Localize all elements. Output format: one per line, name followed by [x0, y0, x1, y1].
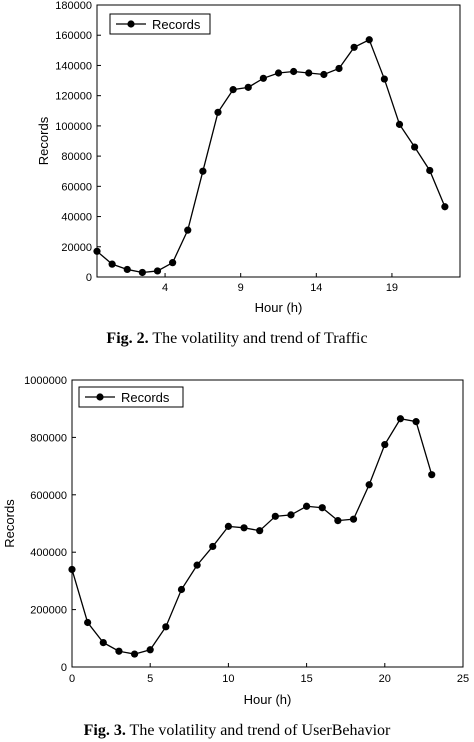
data-point	[303, 502, 311, 510]
data-point	[244, 83, 252, 91]
data-point	[320, 70, 328, 79]
data-point	[349, 515, 358, 523]
y-tick-label: 20000	[61, 242, 92, 254]
data-point	[162, 623, 170, 631]
data-point	[184, 226, 192, 234]
data-point	[256, 527, 264, 535]
legend-box	[78, 386, 184, 408]
caption-fig3-label: Fig. 3.	[83, 722, 126, 739]
y-tick-label: 1000000	[24, 375, 67, 387]
x-tick-label: 4	[162, 282, 168, 294]
y-tick-label: 800000	[30, 432, 67, 444]
series-line	[96, 38, 446, 274]
data-point	[305, 69, 313, 77]
data-point	[428, 471, 436, 479]
y-tick-label: 140000	[55, 60, 92, 72]
x-tick-label: 19	[386, 282, 398, 294]
caption-fig3-text: The volatility and trend of UserBehavior	[125, 722, 391, 739]
y-tick-label: 180000	[55, 0, 92, 12]
data-point	[199, 167, 207, 175]
data-point	[214, 108, 222, 116]
data-point	[240, 524, 248, 532]
plot-frame	[71, 379, 464, 668]
data-point	[193, 561, 201, 569]
data-point	[441, 203, 449, 211]
plot-frame	[96, 4, 461, 278]
data-point	[130, 650, 139, 658]
data-point	[290, 67, 298, 76]
y-axis-label: Records	[36, 116, 51, 165]
data-point	[365, 481, 373, 489]
data-point	[412, 418, 420, 426]
x-axis-label: Hour (h)	[255, 300, 303, 315]
data-point	[68, 565, 76, 574]
data-point	[334, 517, 342, 525]
x-tick-label: 25	[457, 673, 469, 685]
data-point	[396, 415, 405, 423]
y-tick-label: 0	[86, 272, 92, 284]
y-tick-label: 100000	[55, 121, 92, 133]
data-point	[350, 43, 358, 51]
data-point	[99, 639, 107, 647]
x-tick-label: 20	[379, 673, 391, 685]
data-point	[138, 268, 146, 277]
data-point	[274, 69, 283, 77]
caption-fig2: Fig. 2. The volatility and trend of Traf…	[0, 330, 474, 348]
data-point	[365, 36, 373, 44]
data-point	[169, 259, 177, 267]
data-point	[318, 504, 326, 512]
data-point	[209, 542, 217, 551]
data-point	[335, 64, 343, 73]
data-point	[426, 166, 434, 175]
data-point	[84, 618, 92, 627]
y-axis-label: Records	[2, 499, 17, 548]
data-point	[177, 585, 186, 594]
legend-label: Records	[152, 17, 201, 32]
caption-fig2-text: The volatility and trend of Traffic	[148, 330, 368, 347]
x-tick-label: 9	[238, 282, 244, 294]
chart-userbehavior: 0 200000 400000 600000 800000 1000000 0 5 10 15 20…	[2, 375, 469, 707]
chart-traffic: 0 20000 40000 60000 80000 100000 120000 140000 1…	[36, 0, 461, 315]
y-tick-label: 400000	[30, 547, 67, 559]
data-point	[93, 247, 101, 255]
y-tick-label: 600000	[30, 490, 67, 502]
y-tick-label: 0	[61, 662, 67, 674]
data-point	[115, 647, 123, 655]
legend-box	[109, 13, 211, 35]
data-point	[108, 260, 116, 268]
y-tick-label: 160000	[55, 30, 92, 42]
y-tick-label: 40000	[61, 212, 92, 224]
data-point	[123, 265, 131, 274]
series-line	[71, 418, 433, 655]
data-point	[287, 511, 295, 519]
y-tick-label: 120000	[55, 91, 92, 103]
data-point	[153, 267, 162, 275]
caption-fig2-label: Fig. 2.	[106, 330, 149, 347]
caption-fig3: Fig. 3. The volatility and trend of User…	[0, 722, 474, 740]
legend-marker	[127, 20, 135, 28]
y-tick-label: 200000	[30, 605, 67, 617]
data-point	[224, 522, 232, 530]
data-point	[271, 512, 279, 520]
data-point	[411, 143, 419, 151]
x-tick-label: 5	[147, 673, 153, 685]
data-point	[380, 75, 388, 83]
data-point	[229, 86, 237, 94]
data-point	[381, 440, 389, 449]
x-tick-label: 10	[222, 673, 234, 685]
x-tick-label: 0	[69, 673, 75, 685]
y-tick-label: 80000	[61, 151, 92, 163]
data-point	[259, 74, 267, 82]
data-point	[146, 646, 154, 654]
data-point	[395, 120, 404, 128]
x-tick-label: 14	[310, 282, 322, 294]
x-axis-label: Hour (h)	[244, 692, 292, 707]
legend-label: Records	[121, 390, 170, 405]
y-tick-label: 60000	[61, 181, 92, 193]
legend-marker	[96, 393, 104, 401]
x-tick-label: 15	[300, 673, 312, 685]
